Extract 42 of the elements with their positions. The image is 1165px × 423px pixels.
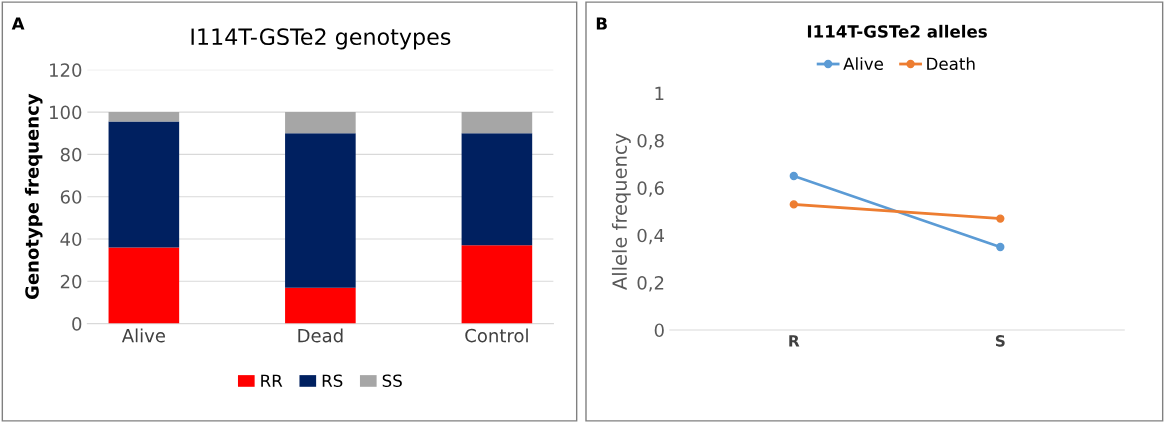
y-tick-label: 1 (655, 86, 664, 100)
legend-label: SS (382, 374, 402, 388)
bar (285, 112, 356, 134)
legend-label: RS (322, 374, 343, 388)
chart-title: I114T-GSTe2 alleles (807, 24, 987, 38)
x-tick-label: Dead (298, 328, 343, 343)
text: A (11, 17, 25, 30)
point (789, 200, 798, 209)
legend-label: Death (927, 57, 975, 71)
bar (461, 245, 533, 324)
y-tick-label: 0,4 (637, 228, 664, 245)
bar (285, 133, 356, 288)
y-tick-label: 80 (60, 147, 82, 162)
x-tick-label: Alive (121, 328, 165, 343)
point (789, 171, 798, 181)
y-tick-label: 0,8 (637, 133, 664, 150)
legend-label: Alive (843, 57, 884, 71)
point (996, 214, 1005, 223)
legend-label: RR (261, 374, 283, 387)
y-tick-label: 120 (50, 63, 82, 77)
y-tick-label: 100 (50, 105, 82, 120)
text: B (596, 17, 607, 30)
y-tick-label: 40 (60, 232, 82, 247)
y-tick-label: 20 (60, 274, 82, 289)
chart-title: I114T-GSTe2 genotypes (191, 28, 451, 50)
x-tick-label: Control (465, 328, 528, 343)
bar (285, 287, 356, 324)
bar (108, 121, 180, 248)
point (996, 242, 1005, 252)
bar (108, 247, 180, 324)
y-axis-title: Allele frequency (611, 133, 631, 290)
bar (461, 133, 533, 246)
y-tick-label: 0 (654, 323, 664, 338)
bar (461, 112, 533, 134)
y-tick-label: 0,6 (637, 181, 664, 197)
x-tick-label: S (995, 335, 1005, 347)
y-tick-label: 0 (72, 317, 82, 331)
bar (108, 112, 180, 122)
y-axis-title: Genotype frequency (24, 93, 43, 300)
y-tick-label: 60 (60, 190, 82, 204)
x-tick-label: R (789, 335, 800, 347)
y-tick-label: 0,2 (637, 276, 664, 292)
